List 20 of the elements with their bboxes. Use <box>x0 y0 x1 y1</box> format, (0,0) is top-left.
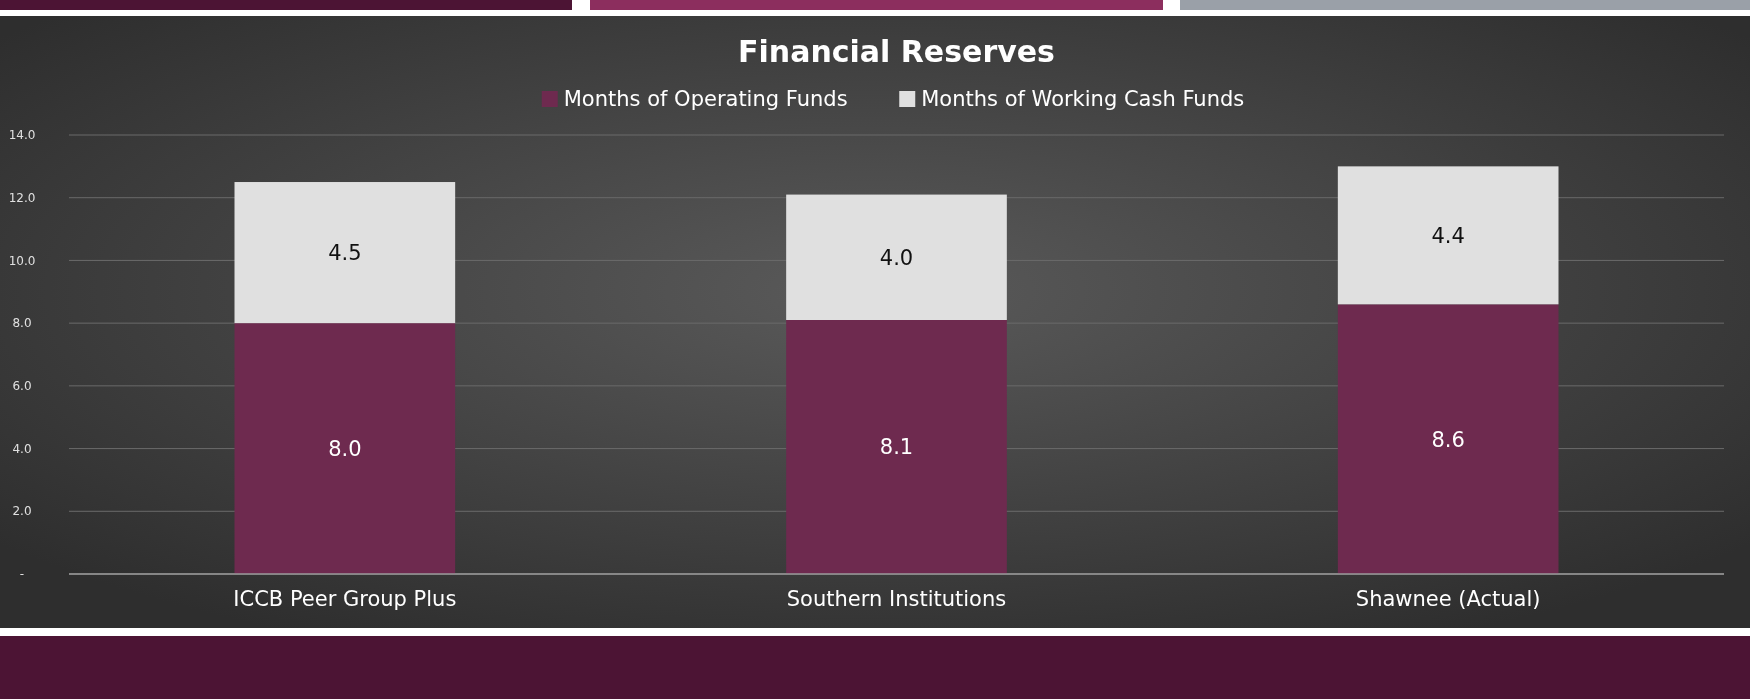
y-tick-label: 14.0 <box>8 128 36 143</box>
x-tick-label: ICCB Peer Group Plus <box>233 587 457 611</box>
y-tick-label: - <box>19 567 25 582</box>
data-label: 4.0 <box>879 245 914 270</box>
y-tick-label: 4.0 <box>12 441 32 456</box>
y-tick-label: 10.0 <box>8 253 36 268</box>
legend-label: Months of Working Cash Funds <box>921 87 1245 112</box>
data-label: 8.0 <box>328 436 362 461</box>
data-label: 8.6 <box>1431 427 1465 452</box>
legend-label: Months of Operating Funds <box>563 87 848 112</box>
y-tick-label: 2.0 <box>12 504 32 519</box>
data-label: 4.4 <box>1431 223 1465 248</box>
y-tick-label: 8.0 <box>12 316 32 331</box>
data-label: 8.1 <box>879 435 914 460</box>
y-tick-label: 6.0 <box>12 379 32 394</box>
chart-title: Financial Reserves <box>738 34 1055 69</box>
x-tick-label: Shawnee (Actual) <box>1355 587 1541 611</box>
y-tick-label: 12.0 <box>8 190 36 205</box>
x-tick-label: Southern Institutions <box>786 587 1007 611</box>
data-label: 4.5 <box>328 240 362 265</box>
